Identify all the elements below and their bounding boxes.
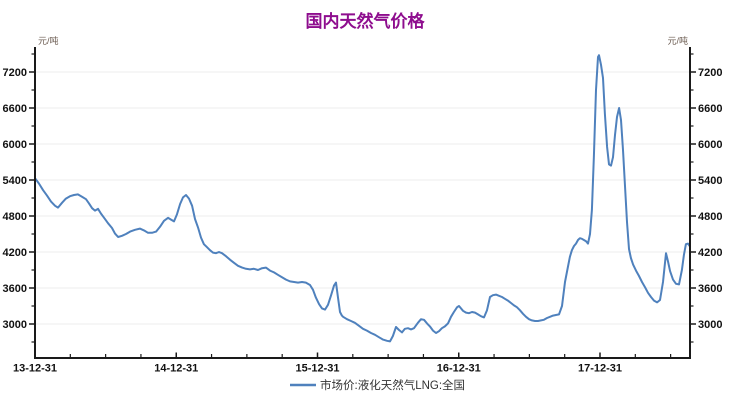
y-tick-label: 3000 (698, 319, 722, 331)
x-tick-label: 16-12-31 (437, 363, 481, 375)
x-tick-label: 17-12-31 (578, 363, 622, 375)
price-line-series (34, 54, 691, 343)
y-tick-label: 7200 (698, 67, 722, 79)
y-tick-label: 6000 (698, 139, 722, 151)
axes-layer (29, 47, 696, 359)
legend: 市场价:液化天然气LNG:全国 (290, 378, 465, 392)
x-tick-label: 14-12-31 (154, 363, 198, 375)
y-tick-label: 6600 (3, 103, 27, 115)
y-tick-label: 5400 (698, 175, 722, 187)
y-tick-label: 3000 (3, 319, 27, 331)
y-tick-label: 4800 (698, 211, 722, 223)
y-unit-label-left: 元/吨 (38, 35, 59, 46)
y-tick-label: 5400 (3, 175, 27, 187)
y-tick-label: 4200 (698, 247, 722, 259)
x-tick-label: 13-12-31 (13, 363, 57, 375)
gridlines-layer (35, 71, 690, 325)
y-tick-label: 6000 (3, 139, 27, 151)
y-tick-label: 3600 (3, 283, 27, 295)
tick-labels-layer: 3000 3000 3600 3600 4200 4200 4800 4800 5400 5400… (3, 67, 723, 375)
y-tick-label: 6600 (698, 103, 722, 115)
y-unit-label-right: 元/吨 (667, 35, 688, 46)
y-tick-label: 4800 (3, 211, 27, 223)
y-tick-label: 3600 (698, 283, 722, 295)
legend-label: 市场价:液化天然气LNG:全国 (320, 378, 465, 392)
chart-title: 国内天然气价格 (306, 11, 426, 31)
y-tick-label: 7200 (3, 67, 27, 79)
y-tick-label: 4200 (3, 247, 27, 259)
x-tick-label: 15-12-31 (295, 363, 339, 375)
series-layer (34, 54, 691, 343)
